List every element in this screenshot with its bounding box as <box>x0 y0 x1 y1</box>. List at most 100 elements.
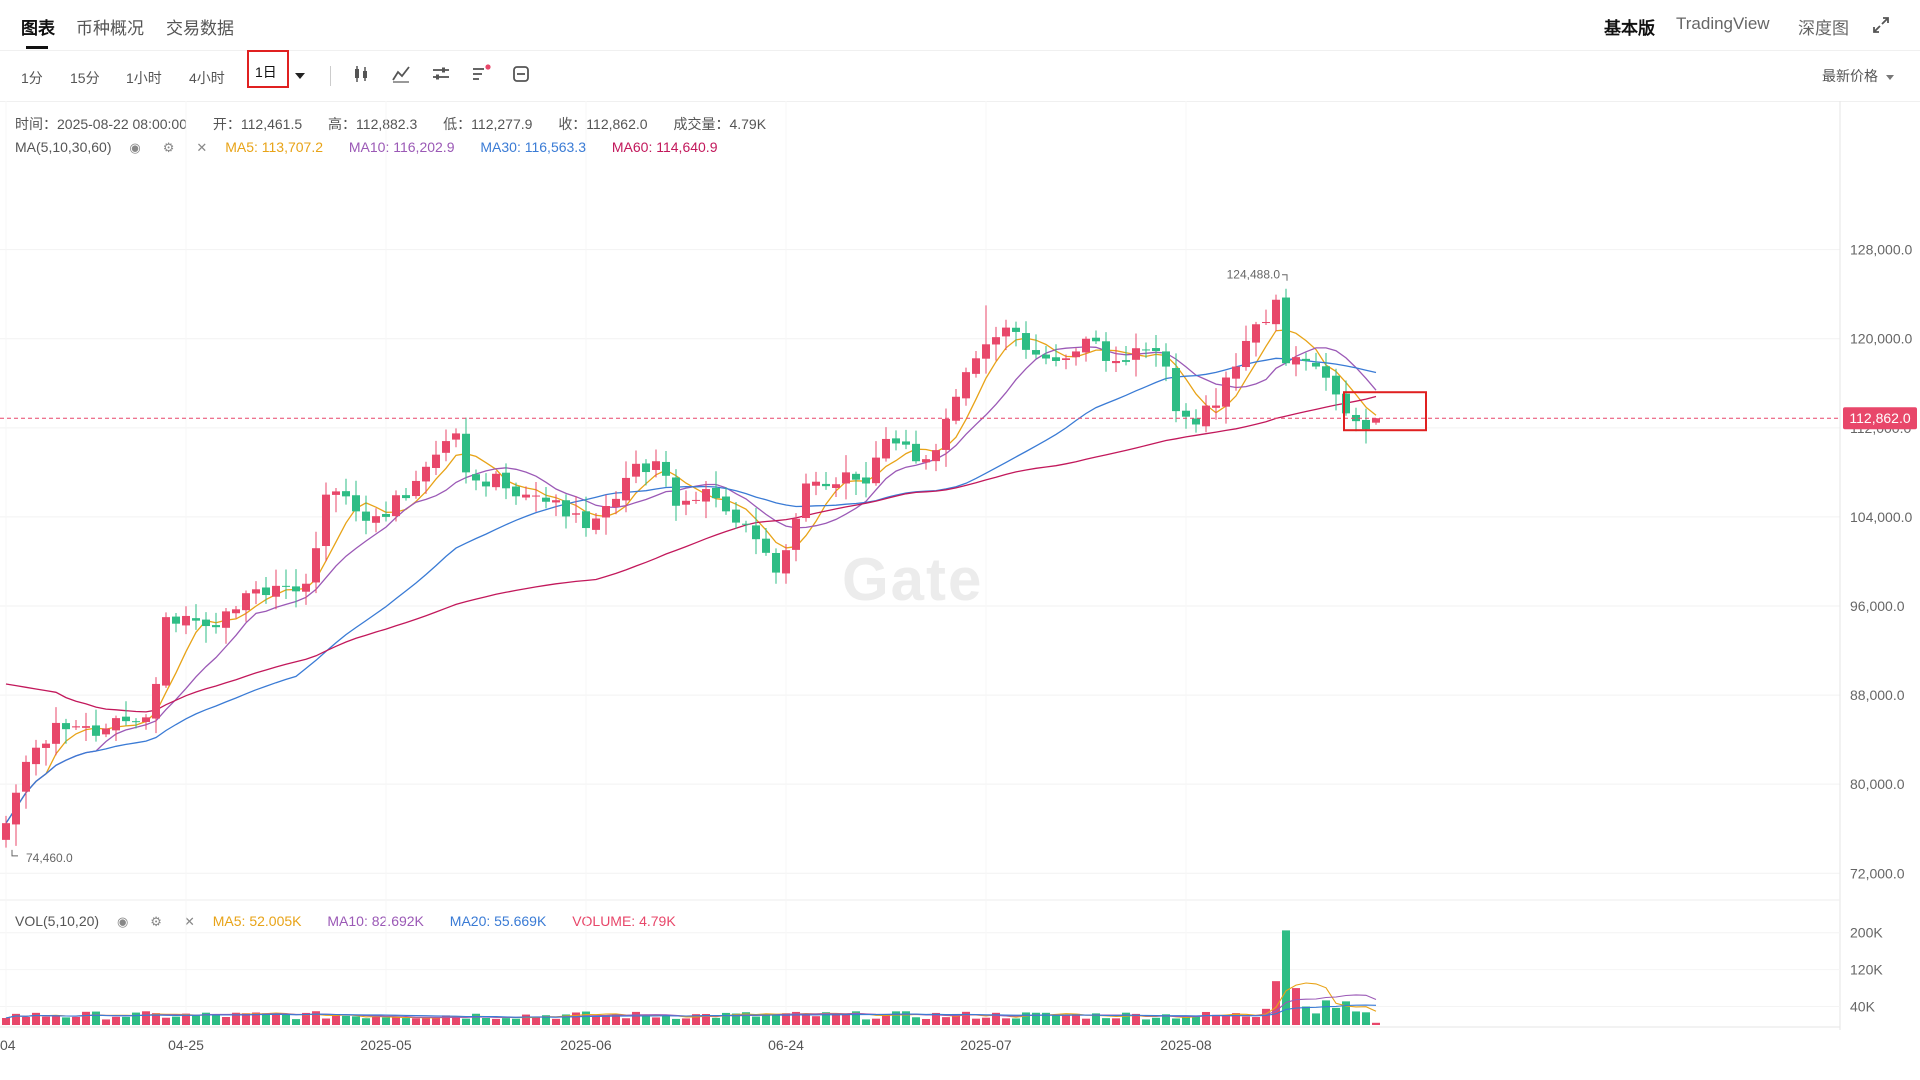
candle[interactable] <box>1222 377 1230 407</box>
candle[interactable] <box>642 463 650 473</box>
candle[interactable] <box>1062 358 1070 360</box>
volume-bar[interactable] <box>1122 1012 1130 1025</box>
volume-bar[interactable] <box>72 1016 80 1025</box>
candle[interactable] <box>702 489 710 502</box>
volume-bar[interactable] <box>1132 1013 1140 1025</box>
volume-bar[interactable] <box>802 1013 810 1025</box>
candle[interactable] <box>1162 351 1170 367</box>
candle[interactable] <box>292 586 300 592</box>
candle[interactable] <box>532 495 540 497</box>
candle[interactable] <box>182 615 190 626</box>
candle[interactable] <box>1332 375 1340 395</box>
candle[interactable] <box>492 473 500 488</box>
volume-bar[interactable] <box>752 1016 760 1025</box>
volume-bar[interactable] <box>92 1011 100 1025</box>
candle[interactable] <box>2 823 10 840</box>
candle[interactable] <box>232 609 240 614</box>
volume-bar[interactable] <box>1252 1017 1260 1025</box>
volume-bar[interactable] <box>122 1016 130 1025</box>
volume-bar[interactable] <box>302 1012 310 1025</box>
volume-bar[interactable] <box>172 1016 180 1025</box>
volume-bar[interactable] <box>1212 1014 1220 1025</box>
timeframe-dropdown-icon[interactable] <box>295 73 305 79</box>
volume-bar[interactable] <box>662 1015 670 1025</box>
compare-icon[interactable] <box>511 64 531 84</box>
volume-bar[interactable] <box>252 1012 260 1025</box>
volume-bar[interactable] <box>562 1014 570 1025</box>
volume-bar[interactable] <box>1242 1016 1250 1025</box>
volume-bar[interactable] <box>2 1018 10 1025</box>
candle[interactable] <box>82 726 90 728</box>
volume-bar[interactable] <box>982 1017 990 1025</box>
candle[interactable] <box>1092 337 1100 342</box>
volume-bar[interactable] <box>402 1018 410 1025</box>
volume-bar[interactable] <box>82 1011 90 1025</box>
volume-bar[interactable] <box>432 1017 440 1025</box>
candle[interactable] <box>942 418 950 450</box>
candle[interactable] <box>852 473 860 480</box>
price-type-select[interactable]: 最新价格 <box>1822 66 1894 86</box>
candle[interactable] <box>572 513 580 515</box>
candle[interactable] <box>802 483 810 519</box>
candle[interactable] <box>1282 297 1290 364</box>
volume-bar[interactable] <box>332 1015 340 1025</box>
candle[interactable] <box>932 450 940 462</box>
candle[interactable] <box>1082 338 1090 353</box>
candle[interactable] <box>352 495 360 512</box>
candle[interactable] <box>432 454 440 468</box>
candle[interactable] <box>592 518 600 530</box>
candle[interactable] <box>312 548 320 583</box>
volume-bar[interactable] <box>902 1011 910 1025</box>
candle[interactable] <box>122 716 130 722</box>
volume-bar[interactable] <box>722 1012 730 1025</box>
timeframe-1m[interactable]: 1分 <box>21 70 43 86</box>
volume-bar[interactable] <box>62 1017 70 1025</box>
candle[interactable] <box>1212 405 1220 408</box>
volume-bar[interactable] <box>832 1013 840 1025</box>
candle[interactable] <box>152 683 160 719</box>
volume-bar[interactable] <box>1272 981 1280 1025</box>
candle[interactable] <box>742 523 750 525</box>
volume-bar[interactable] <box>702 1014 710 1025</box>
volume-bar[interactable] <box>1002 1018 1010 1025</box>
candle[interactable] <box>862 477 870 484</box>
candle[interactable] <box>1262 322 1270 324</box>
candle[interactable] <box>32 747 40 765</box>
volume-bar[interactable] <box>582 1011 590 1025</box>
candle[interactable] <box>112 718 120 731</box>
candle[interactable] <box>62 723 70 730</box>
candle[interactable] <box>1352 414 1360 422</box>
candle[interactable] <box>812 481 820 486</box>
volume-bar[interactable] <box>792 1011 800 1025</box>
candle[interactable] <box>522 494 530 498</box>
candle[interactable] <box>1122 360 1130 362</box>
volume-bar[interactable] <box>1302 1006 1310 1025</box>
volume-bar[interactable] <box>292 1019 300 1025</box>
tab-basic-version[interactable]: 基本版 <box>1604 19 1655 38</box>
volume-bar[interactable] <box>242 1013 250 1025</box>
candle[interactable] <box>772 552 780 573</box>
volume-bar[interactable] <box>782 1013 790 1025</box>
candle[interactable] <box>242 593 250 611</box>
candle[interactable] <box>672 477 680 506</box>
volume-bar[interactable] <box>472 1013 480 1025</box>
volume-bar[interactable] <box>1192 1015 1200 1025</box>
candle[interactable] <box>172 616 180 624</box>
volume-bar[interactable] <box>1222 1015 1230 1025</box>
candle[interactable] <box>142 717 150 722</box>
volume-bar[interactable] <box>922 1018 930 1025</box>
volume-bar[interactable] <box>412 1018 420 1025</box>
candle[interactable] <box>1232 366 1240 379</box>
candle[interactable] <box>412 480 420 497</box>
volume-bar[interactable] <box>312 1011 320 1025</box>
candle[interactable] <box>872 457 880 484</box>
candle[interactable] <box>512 486 520 497</box>
volume-bar[interactable] <box>692 1014 700 1025</box>
candle[interactable] <box>322 494 330 547</box>
volume-bar[interactable] <box>862 1019 870 1025</box>
volume-bar[interactable] <box>842 1013 850 1025</box>
candle[interactable] <box>192 618 200 621</box>
volume-bar[interactable] <box>182 1013 190 1025</box>
candle[interactable] <box>222 611 230 628</box>
volume-bar[interactable] <box>1112 1018 1120 1025</box>
